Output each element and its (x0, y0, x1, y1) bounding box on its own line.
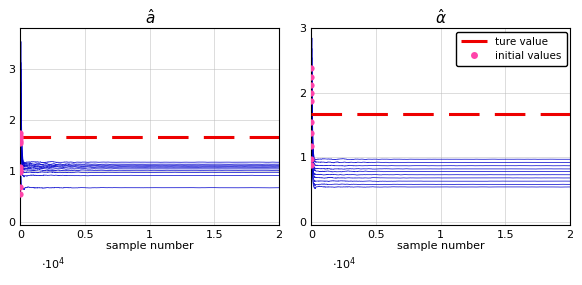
Title: $\hat{\alpha}$: $\hat{\alpha}$ (435, 8, 446, 27)
Title: $\hat{a}$: $\hat{a}$ (144, 8, 155, 27)
ture value (308, 112, 315, 116)
Legend: ture value, initial values: ture value, initial values (456, 32, 567, 66)
X-axis label: sample number: sample number (397, 241, 485, 251)
X-axis label: sample number: sample number (106, 241, 194, 251)
Text: $\cdot10^4$: $\cdot10^4$ (332, 255, 356, 272)
Text: $\cdot10^4$: $\cdot10^4$ (41, 255, 65, 272)
ture value (308, 112, 315, 116)
